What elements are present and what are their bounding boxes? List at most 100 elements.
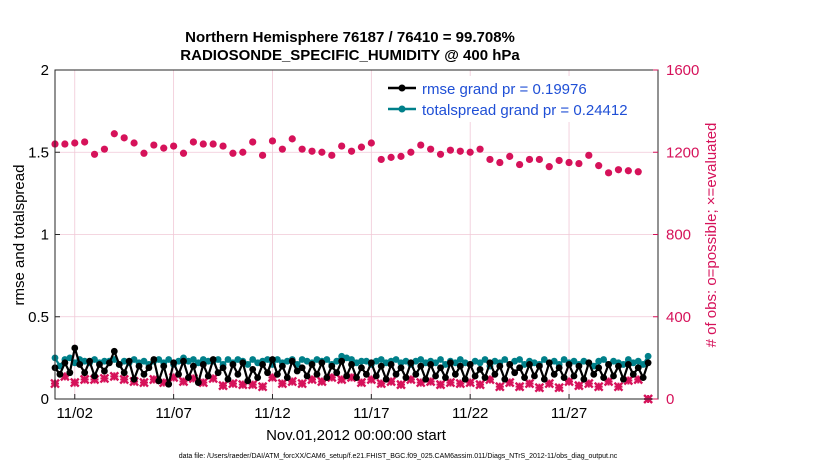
rmse-point (545, 359, 553, 367)
obs-possible-point (476, 145, 484, 153)
rmse-point (481, 374, 489, 382)
obs-evaluated-point (297, 378, 307, 389)
rmse-point (506, 361, 514, 368)
rmse-point (130, 375, 138, 383)
spread-point (189, 356, 197, 363)
rmse-point (540, 375, 548, 383)
left-tick-label: 2 (41, 62, 49, 79)
rmse-point (600, 374, 608, 382)
rmse-point (313, 370, 321, 378)
obs-possible-point (189, 138, 197, 146)
obs-possible-point (81, 138, 89, 146)
rmse-point (392, 370, 400, 378)
rmse-point (165, 380, 173, 388)
rmse-point (422, 375, 430, 383)
obs-possible-point (229, 149, 237, 157)
rmse-point (125, 357, 133, 365)
rmse-point (76, 361, 84, 368)
rmse-point (605, 361, 612, 368)
rmse-point (634, 364, 642, 372)
y-axis-label-left: rmse and totalspread (11, 165, 28, 306)
rmse-point (590, 370, 598, 378)
obs-possible-point (100, 145, 109, 153)
rmse-point (323, 374, 331, 382)
rmse-point (615, 362, 622, 370)
obs-possible-point (140, 149, 148, 157)
rmse-point (432, 372, 439, 380)
spread-point (249, 356, 257, 363)
obs-evaluated-point (99, 373, 110, 384)
left-tick-label: 0.5 (28, 309, 49, 326)
spread-point (348, 356, 355, 363)
spread-point (451, 359, 459, 367)
rmse-point (249, 365, 257, 373)
grid-lines (55, 70, 658, 399)
obs-evaluated-point (218, 380, 228, 391)
obs-possible-point (338, 142, 346, 150)
rmse-point (214, 369, 222, 377)
rmse-point (644, 359, 652, 367)
left-tick-label: 0 (41, 391, 49, 408)
rmse-point (639, 374, 647, 382)
obs-possible-point (239, 148, 247, 156)
obs-count-layer (50, 130, 653, 404)
rmse-point (427, 361, 435, 368)
rmse-point (491, 370, 499, 378)
obs-possible-point (71, 139, 79, 147)
obs-evaluated-point (109, 371, 120, 382)
rmse-point (624, 361, 632, 368)
x-tick-label: 11/17 (353, 405, 389, 422)
rmse-point (283, 374, 291, 382)
obs-possible-point (258, 151, 267, 159)
rmse-point (318, 359, 326, 367)
rmse-point (254, 374, 262, 382)
obs-evaluated-point (396, 379, 406, 390)
rmse-point (269, 356, 276, 363)
obs-evaluated-point (494, 381, 505, 392)
spread-point (560, 356, 568, 363)
legend-spread-label: totalspread grand pr = 0.24412 (422, 102, 628, 119)
spread-point (165, 356, 173, 363)
rmse-point (189, 362, 197, 370)
obs-evaluated-point (277, 378, 288, 389)
obs-possible-point (110, 130, 118, 138)
rmse-point (155, 377, 163, 385)
obs-possible-point (575, 159, 583, 168)
obs-possible-point (268, 137, 277, 145)
obs-possible-point (535, 155, 543, 164)
rmse-point (105, 359, 113, 367)
rmse-point (343, 372, 351, 380)
rmse-point (115, 361, 123, 368)
obs-evaluated-point (475, 379, 485, 390)
legend: rmse grand pr = 0.19976 totalspread gran… (384, 76, 654, 122)
spread-point (417, 356, 425, 363)
obs-possible-point (436, 150, 445, 158)
rmse-point (96, 361, 103, 368)
x-tick-label: 11/02 (57, 405, 93, 422)
obs-possible-point (634, 168, 642, 176)
obs-evaluated-point (69, 377, 80, 388)
rmse-point (244, 377, 252, 385)
obs-evaluated-point (435, 379, 446, 390)
spread-point (501, 356, 509, 363)
rmse-point (56, 370, 64, 378)
rmse-point (81, 369, 89, 377)
rmse-point (110, 347, 118, 355)
rmse-point (209, 356, 217, 363)
right-tick-label: 1600 (666, 62, 699, 79)
rmse-point (219, 364, 227, 372)
y-axis-label-right: # of obs: o=possible; ×=evaluated (703, 123, 720, 348)
left-tick-label: 1 (41, 227, 49, 244)
rmse-point (274, 370, 281, 378)
rmse-point (550, 370, 558, 378)
obs-possible-point (318, 148, 326, 156)
rmse-point (101, 367, 108, 375)
rmse-point (229, 361, 237, 368)
rmse-point (535, 362, 543, 370)
rmse-point (466, 361, 474, 368)
obs-possible-point (407, 148, 415, 156)
obs-possible-point (90, 150, 99, 158)
left-tick-label: 1.5 (28, 144, 49, 161)
